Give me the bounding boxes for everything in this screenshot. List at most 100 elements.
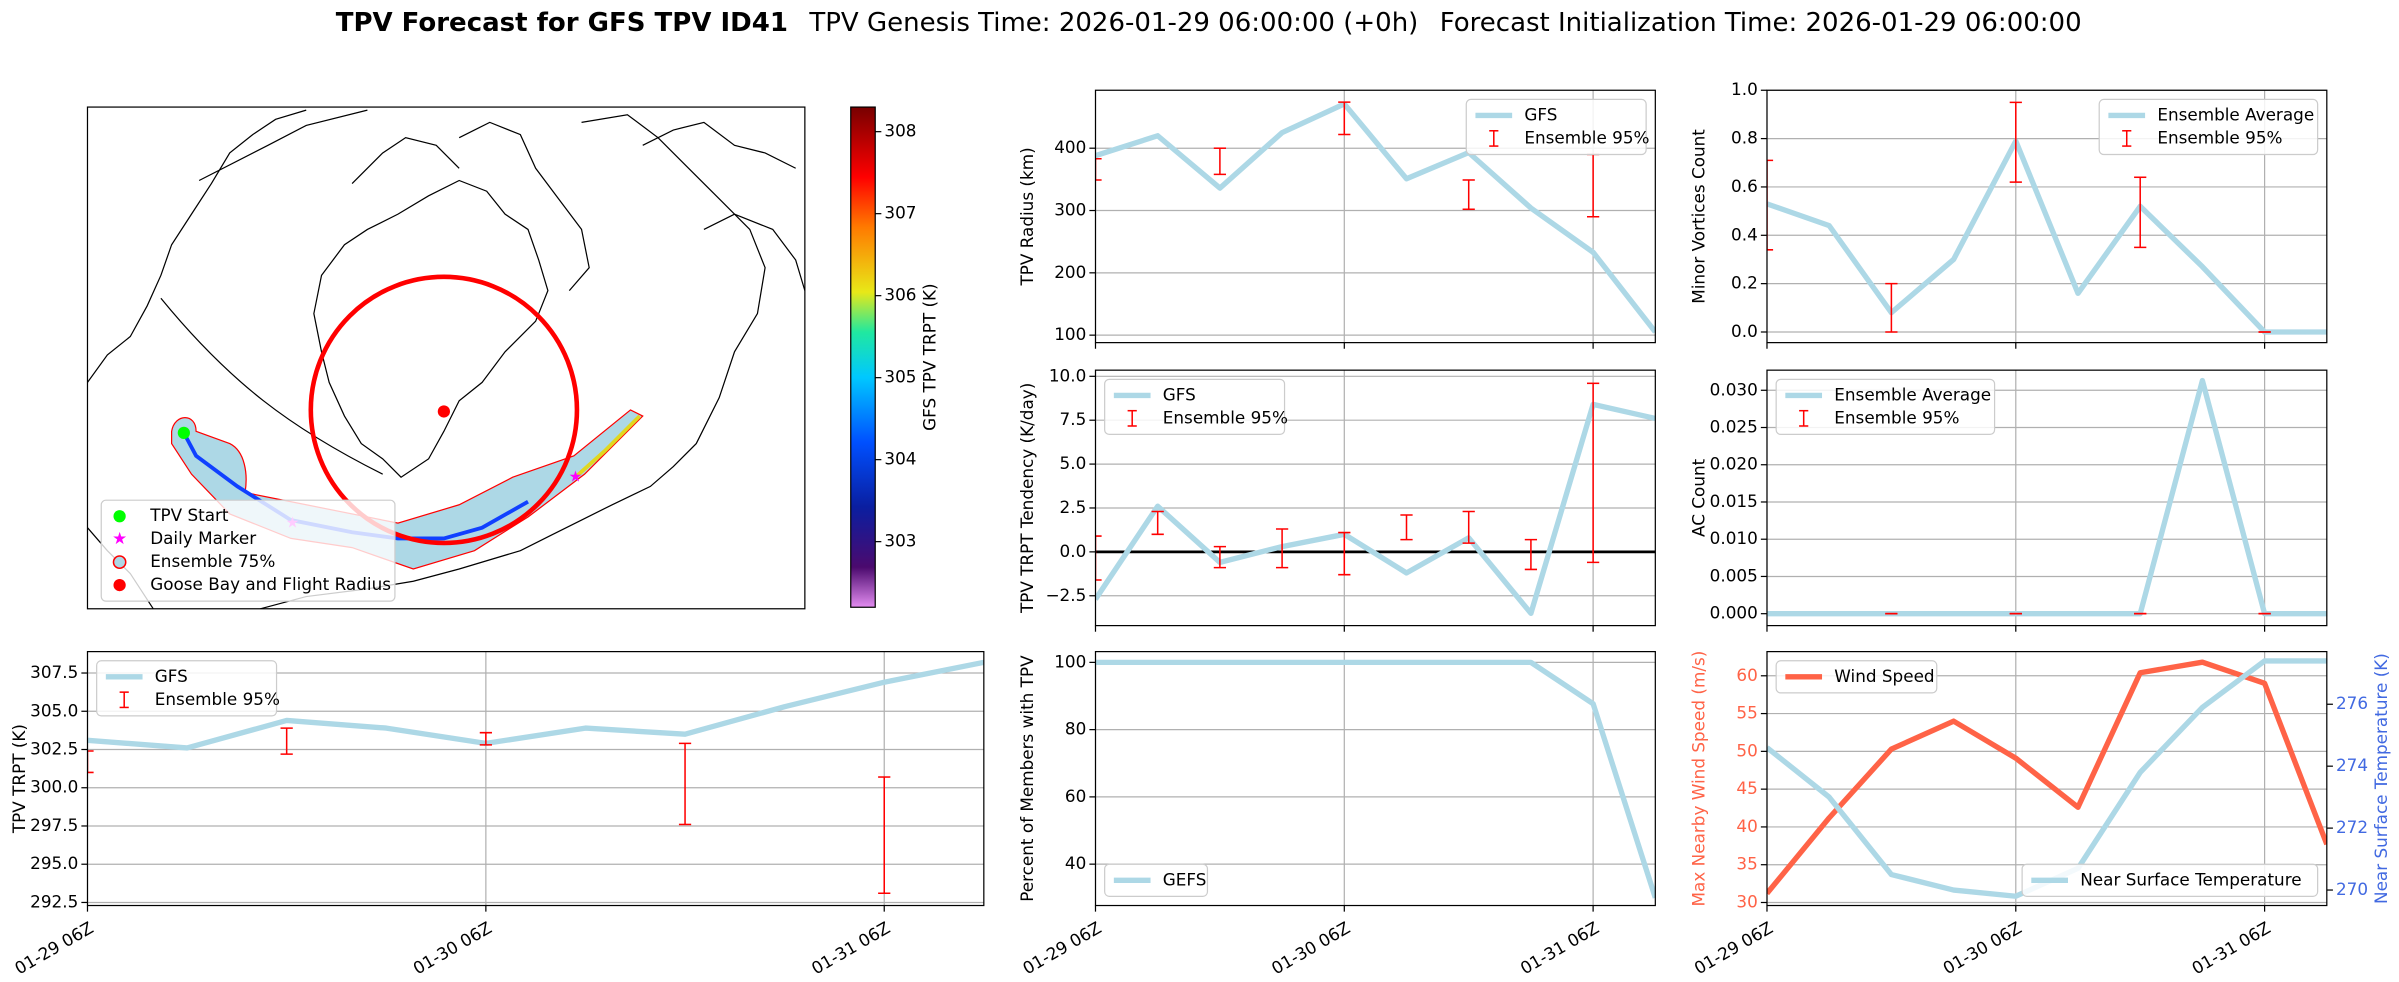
border <box>198 109 368 182</box>
y-tick-label: 0.4 <box>1731 224 1758 244</box>
y-axis-label: TPV Radius (km) <box>1017 147 1037 286</box>
coastline <box>642 121 796 169</box>
y-tick-label: 80 <box>1065 719 1086 739</box>
legend-label: Near Surface Temperature <box>2080 869 2301 889</box>
axes-frame <box>1766 650 2328 907</box>
y-tick-label: 0.030 <box>1710 379 1758 399</box>
title-init: Forecast Initialization Time: 2026-01-29… <box>1440 7 2082 37</box>
coastline <box>703 213 805 291</box>
legend-box <box>1775 660 1938 694</box>
goose-bay <box>437 405 450 418</box>
colorbar-tick-label: 308 <box>884 121 916 141</box>
y2-tick-label: 274 <box>2336 755 2368 775</box>
y-tick-label: 40 <box>1736 816 1757 836</box>
y-tick-label: 0.2 <box>1731 273 1758 293</box>
x-tick-label: 01-30 06Z <box>1939 917 2024 978</box>
x-tick-label: 01-31 06Z <box>1517 917 1602 978</box>
legend-label: Ensemble 95% <box>1834 407 1959 427</box>
y-tick-label: 200 <box>1054 262 1086 282</box>
y-tick-label: 35 <box>1736 854 1757 874</box>
x-tick-label: 01-29 06Z <box>1691 917 1776 978</box>
series-line <box>1766 658 2327 899</box>
y2-tick-label: 270 <box>2336 879 2368 899</box>
legend-label: TPV Start <box>149 505 229 525</box>
y-tick-label: 60 <box>1736 665 1757 685</box>
y-tick-label: 30 <box>1736 891 1757 911</box>
axes-frame <box>1094 89 1656 344</box>
y-tick-label: 60 <box>1065 786 1086 806</box>
legend-label: GEFS <box>1163 869 1207 889</box>
axes-frame <box>86 650 985 907</box>
legend-marker <box>112 555 127 570</box>
series-line <box>1095 401 1656 616</box>
y-axis-label: TPV TRPT (K) <box>9 724 29 834</box>
y-axis-label: AC Count <box>1689 458 1709 537</box>
tpv-start <box>177 426 190 439</box>
y-tick-label: 7.5 <box>1060 409 1087 429</box>
y-tick-label: 45 <box>1736 778 1757 798</box>
series-line <box>1766 138 2327 335</box>
plot-area <box>1095 651 1656 906</box>
y-tick-label: 297.5 <box>30 815 78 835</box>
y2-tick-label: 272 <box>2336 817 2368 837</box>
colorbar <box>850 106 876 608</box>
legend-label: Daily Marker <box>150 528 256 548</box>
y-tick-label: 2.5 <box>1060 497 1087 517</box>
series-line <box>1095 101 1656 334</box>
x-tick-label: 01-31 06Z <box>2188 917 2273 978</box>
coastline <box>87 109 307 383</box>
y2-axis-label: Near Surface Temperature (K) <box>2371 653 2391 904</box>
y-tick-label: 1.0 <box>1731 79 1758 99</box>
plot-area <box>87 651 984 906</box>
coastline <box>260 114 766 609</box>
y-tick-label: 0.010 <box>1710 528 1758 548</box>
y-tick-label: 400 <box>1054 137 1086 157</box>
y-axis-label: Minor Vortices Count <box>1689 129 1709 304</box>
y-tick-label: 0.005 <box>1710 565 1758 585</box>
series-line <box>1766 659 2327 896</box>
y-tick-label: 100 <box>1054 651 1086 671</box>
plot-area <box>1095 370 1656 626</box>
y-tick-label: 0.8 <box>1731 128 1758 148</box>
x-tick-label: 01-29 06Z <box>1019 917 1104 978</box>
colorbar-label: GFS TPV TRPT (K) <box>919 283 939 431</box>
y-tick-label: 0.015 <box>1710 491 1758 511</box>
y-axis-label: TPV TRPT Tendency (K/day) <box>1017 383 1037 614</box>
x-tick-label: 01-30 06Z <box>410 917 495 978</box>
y-tick-label: 55 <box>1736 703 1757 723</box>
y-tick-label: 50 <box>1736 740 1757 760</box>
title-genesis: TPV Genesis Time: 2026-01-29 06:00:00 (+… <box>808 7 1418 37</box>
axes-frame <box>1766 369 2328 627</box>
x-tick-label: 01-31 06Z <box>808 917 893 978</box>
coastline <box>458 121 590 292</box>
series-line <box>1095 659 1656 899</box>
y-tick-label: 100 <box>1054 324 1086 344</box>
y-tick-label: 40 <box>1065 853 1086 873</box>
series-line <box>87 659 984 751</box>
suptitle: TPV Forecast for GFS TPV ID41 TPV Genesis… <box>336 7 2082 37</box>
legend-label: Ensemble 95% <box>155 689 280 709</box>
y-tick-label: 302.5 <box>30 739 78 759</box>
y-axis-label: Max Nearby Wind Speed (m/s) <box>1689 651 1709 907</box>
y-tick-label: 292.5 <box>30 891 78 911</box>
legend-box <box>100 499 396 602</box>
legend-label: Ensemble 95% <box>1163 407 1288 427</box>
legend-box <box>2021 863 2319 897</box>
legend-marker <box>113 510 126 523</box>
daily-marker: ★ <box>569 468 583 486</box>
legend-label: Ensemble 75% <box>150 551 275 571</box>
axes-frame <box>1094 650 1656 907</box>
legend-label: GFS <box>1163 384 1196 404</box>
y-tick-label: 305.0 <box>30 700 78 720</box>
legend-label: Ensemble 95% <box>1524 127 1649 147</box>
x-tick-label: 01-30 06Z <box>1268 917 1353 978</box>
legend-label: Ensemble Average <box>2157 104 2314 124</box>
series-line <box>1766 377 2327 617</box>
colorbar-tick-label: 306 <box>884 285 916 305</box>
legend-box <box>1775 378 1996 436</box>
legend-label: Ensemble 95% <box>2157 127 2282 147</box>
legend-label: Ensemble Average <box>1834 384 1991 404</box>
legend-label: GFS <box>155 666 188 686</box>
legend-marker: ★ <box>112 528 127 548</box>
